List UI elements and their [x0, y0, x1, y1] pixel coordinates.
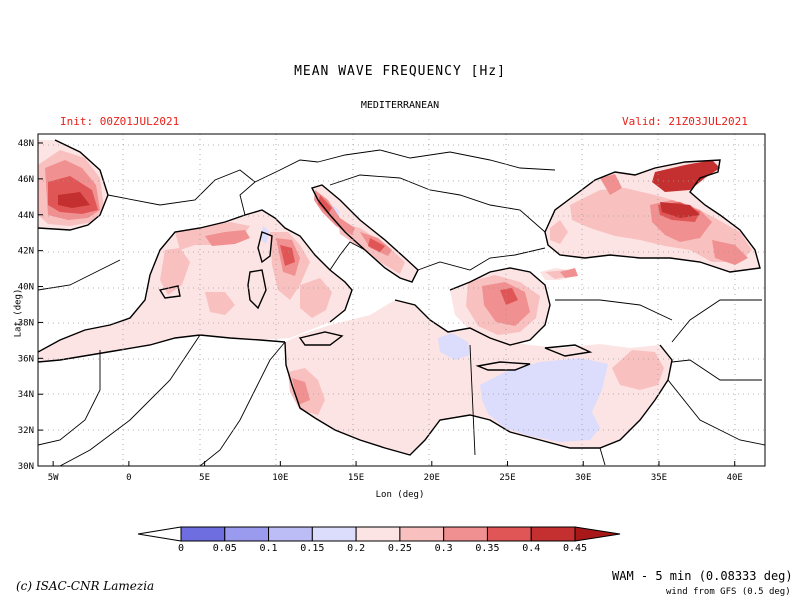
lat-tick-label: 44N: [18, 211, 34, 221]
lon-tick-label: 25E: [499, 473, 515, 483]
colorbar-bin: [311, 526, 357, 542]
colorbar-bin: [224, 526, 270, 542]
borders: [38, 149, 765, 466]
colorbar-label: 0.4: [522, 543, 540, 554]
colorbar-bin: [443, 526, 488, 542]
init-time-label: Init: 00Z01JUL2021: [60, 115, 180, 128]
lon-tick-label: 35E: [651, 473, 667, 483]
lon-axis-label: Lon (deg): [375, 490, 425, 500]
high-frequency-patches: [45, 160, 748, 405]
max-frequency-patches: [58, 160, 720, 218]
lon-tick-label: 20E: [424, 473, 440, 483]
colorbar-label: 0.45: [563, 543, 587, 554]
colorbar-label: 0: [178, 543, 184, 554]
lat-tick-label: 48N: [18, 139, 34, 149]
map-frame: [37, 133, 766, 467]
lat-tick-label: 34N: [18, 390, 34, 400]
colorbar-bin: [355, 526, 401, 542]
lat-tick-label: 42N: [18, 247, 34, 257]
colorbar-label: 0.2: [347, 543, 365, 554]
lon-tick-label: 15E: [348, 473, 364, 483]
lon-tick-label: 5W: [48, 473, 59, 483]
colorbar-low-arrow: [137, 526, 182, 542]
lon-axis: 5W 0 5E 10E 15E 20E 25E 30E 35E 40E: [48, 461, 743, 483]
colorbar-bin: [486, 526, 532, 542]
lat-tick-label: 32N: [18, 426, 34, 436]
mid-frequency-patches: [38, 150, 752, 415]
peak-frequency-patches: [48, 176, 700, 305]
lat-tick-label: 30N: [18, 462, 34, 472]
region-label: MEDITERRANEAN: [360, 100, 440, 111]
map-title: MEAN WAVE FREQUENCY [Hz]: [294, 64, 506, 79]
model-info: WAM - 5 min (0.08333 deg): [612, 569, 793, 583]
gridlines: [38, 134, 765, 466]
colorbar-label: 0.15: [300, 543, 324, 554]
colorbar: 0 0.05 0.1 0.15 0.2 0.25 0.3 0.35 0.4 0.45: [137, 526, 621, 554]
lon-tick-label: 40E: [727, 473, 743, 483]
colorbar-bin: [180, 526, 226, 542]
wind-source: wind from GFS (0.5 deg): [666, 587, 791, 597]
coastlines: [38, 139, 761, 456]
lon-tick-label: 0: [126, 473, 131, 483]
colorbar-label: 0.1: [260, 543, 278, 554]
colorbar-label: 0.3: [435, 543, 453, 554]
map-field: [38, 134, 765, 466]
colorbar-label: 0.35: [475, 543, 499, 554]
lon-tick-label: 5E: [199, 473, 210, 483]
colorbar-high-arrow: [574, 526, 621, 542]
valid-time-label: Valid: 21Z03JUL2021: [622, 115, 748, 128]
lon-tick-label: 30E: [575, 473, 591, 483]
colorbar-bin: [530, 526, 576, 542]
lat-tick-label: 36N: [18, 354, 34, 364]
colorbar-label: 0.25: [388, 543, 412, 554]
colorbar-bin: [268, 526, 313, 542]
sea-fields: [38, 140, 760, 455]
copyright-note: (c) ISAC-CNR Lamezia: [16, 579, 155, 593]
colorbar-bin: [399, 526, 445, 542]
colorbar-label: 0.05: [213, 543, 237, 554]
lat-tick-label: 46N: [18, 175, 34, 185]
lon-tick-label: 10E: [272, 473, 288, 483]
low-frequency-patches: [260, 205, 745, 442]
lat-axis-label: Lat (deg): [13, 288, 24, 338]
